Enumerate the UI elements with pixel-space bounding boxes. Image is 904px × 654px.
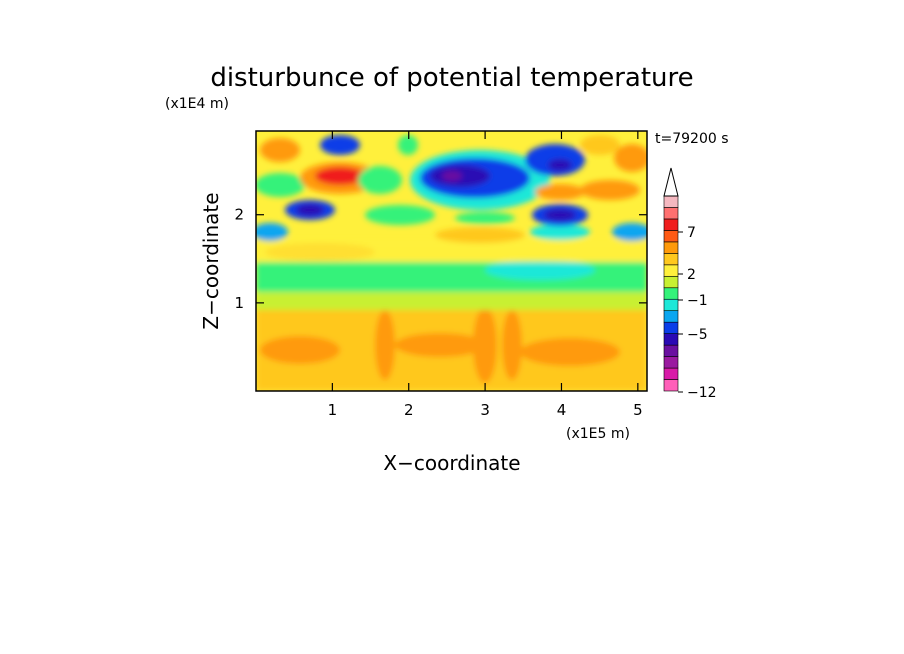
colorbar-level — [663, 356, 679, 369]
x-tick-label: 4 — [557, 401, 567, 419]
plot-frame — [255, 130, 648, 392]
colorbar-level — [663, 253, 679, 266]
x-axis-label: X−coordinate — [383, 451, 520, 475]
x-scale-label: (x1E5 m) — [566, 426, 630, 442]
x-axis: 1 2 3 4 5 — [328, 131, 643, 419]
colorbar-level — [663, 298, 679, 312]
colorbar-level — [663, 230, 679, 243]
colorbar-level — [663, 333, 679, 346]
x-tick-label: 2 — [404, 401, 414, 419]
y-tick-label: 1 — [234, 294, 244, 312]
x-tick-label: 3 — [480, 401, 490, 419]
x-tick-label: 1 — [328, 401, 338, 419]
colorbar-label: 7 — [687, 225, 696, 241]
y-axis: 12 — [234, 206, 647, 312]
colorbar-label: −5 — [687, 327, 708, 343]
colorbar-level — [663, 264, 679, 277]
y-axis-label: Z−coordinate — [199, 192, 223, 329]
colorbar-level — [663, 287, 679, 300]
colorbar: 7 2 −1 −5 −12 — [663, 167, 717, 401]
colorbar-label: −1 — [687, 293, 708, 309]
time-label: t=79200 s — [655, 131, 729, 147]
colorbar-level — [663, 218, 679, 231]
colorbar-level — [663, 275, 679, 289]
x-tick-label: 5 — [633, 401, 643, 419]
colorbar-level — [663, 379, 679, 392]
colorbar-level — [663, 367, 679, 380]
colorbar-extend-arrow — [663, 167, 679, 197]
colorbar-level — [663, 310, 679, 323]
chart-title: disturbunce of potential temperature — [210, 63, 693, 93]
colorbar-label: −12 — [687, 385, 717, 401]
y-tick-label: 2 — [234, 206, 244, 224]
colorbar-label: 2 — [687, 267, 696, 283]
contour-field — [256, 131, 647, 391]
colorbar-level — [663, 321, 679, 334]
colorbar-level — [663, 241, 679, 254]
y-scale-label: (x1E4 m) — [165, 96, 229, 112]
colorbar-level — [663, 195, 679, 208]
colorbar-level — [663, 207, 679, 220]
colorbar-level — [663, 344, 679, 357]
